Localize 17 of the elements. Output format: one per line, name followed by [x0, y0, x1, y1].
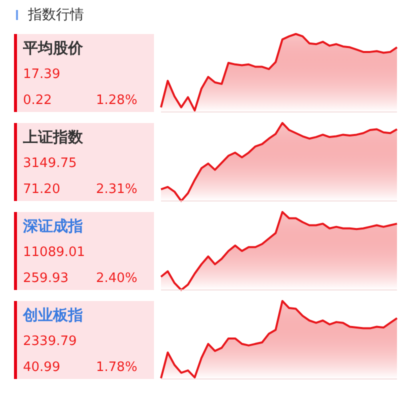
text: 0.22	[23, 93, 52, 108]
chart-title: 上证指数	[22, 128, 84, 146]
text: 2.40%	[96, 271, 138, 286]
chart-title: 深证成指	[22, 217, 83, 235]
text: 71.20	[23, 182, 60, 197]
text: 1.78%	[96, 360, 138, 375]
text: 1.28%	[96, 93, 138, 108]
text: 259.93	[23, 271, 68, 286]
text: 40.99	[23, 360, 60, 375]
chart-title: 创业板指	[22, 306, 83, 324]
text: 指数行情	[27, 7, 84, 23]
text: 17.39	[23, 67, 60, 82]
text: 2.31%	[96, 182, 138, 197]
text: 3149.75	[23, 156, 77, 171]
text: 2339.79	[23, 334, 77, 349]
text: 11089.01	[23, 245, 86, 260]
chart-title: 平均股价	[22, 39, 84, 57]
